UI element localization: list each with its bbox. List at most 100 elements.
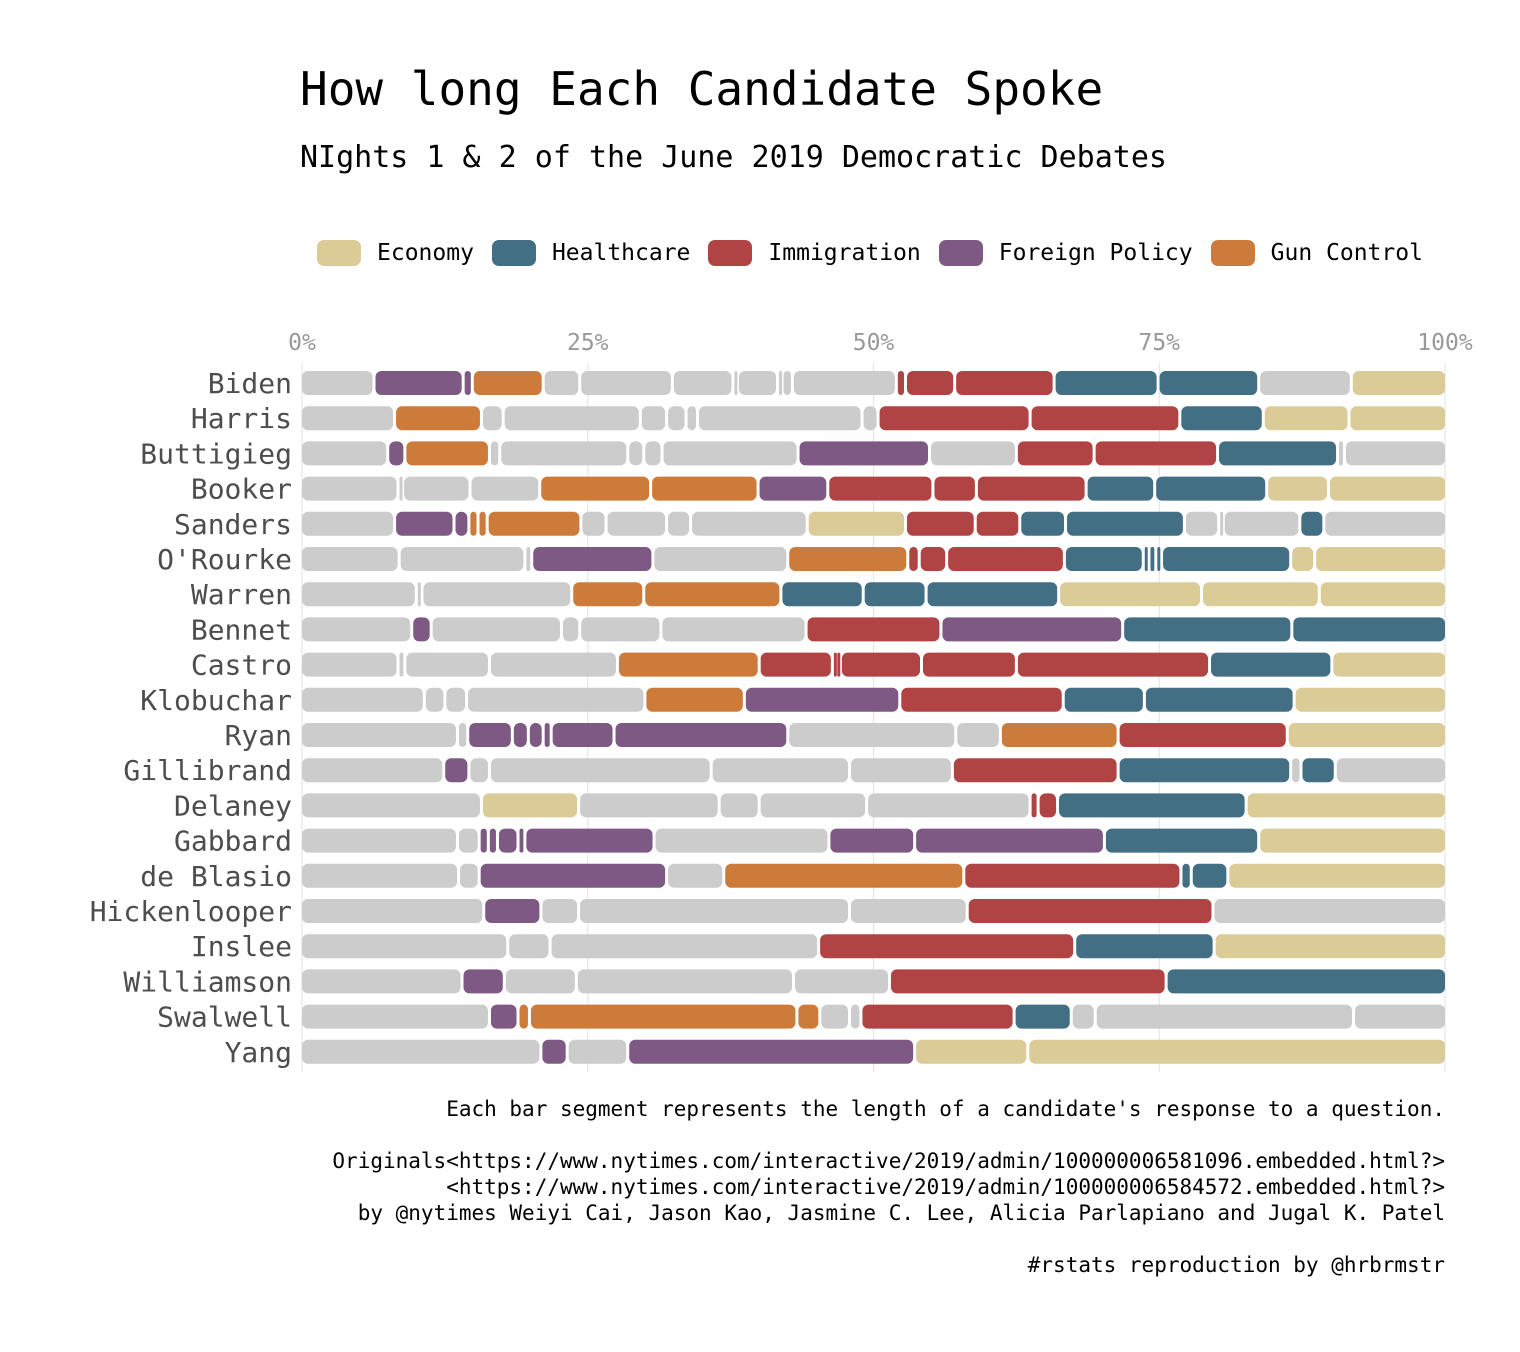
- bar-segment-other: [400, 547, 524, 571]
- bar-segment-healthcare: [1105, 828, 1258, 853]
- y-axis-label: O'Rourke: [157, 543, 292, 576]
- y-axis-label: Bennet: [191, 613, 292, 646]
- bar-segment-other: [482, 406, 502, 431]
- bar-row-yang: [302, 1039, 1445, 1064]
- bar-segment-healthcare: [1302, 758, 1334, 783]
- bar-segment-immigration: [1017, 441, 1093, 466]
- bar-segment-other: [734, 371, 738, 395]
- bar-segment-other: [490, 652, 616, 677]
- bar-segment-other: [490, 758, 710, 783]
- bar-segment-economy: [916, 1039, 1027, 1064]
- legend-item-immigration: Immigration: [708, 240, 921, 266]
- bar-segment-other: [662, 617, 805, 642]
- bar-segment-foreign-policy: [942, 617, 1122, 642]
- bar-segment-gun-control: [645, 582, 780, 607]
- bar-row-castro: [302, 652, 1445, 677]
- legend: Economy Healthcare Immigration Foreign P…: [317, 240, 1441, 266]
- bar-row-de-blasio: [302, 863, 1445, 888]
- bar-segment-other: [501, 441, 627, 466]
- bar-row-hickenlooper: [302, 899, 1445, 923]
- x-tick-label: 25%: [567, 330, 609, 356]
- bar-segment-other: [868, 793, 1029, 818]
- legend-label-healthcare: Healthcare: [551, 240, 691, 266]
- y-axis-label: de Blasio: [140, 860, 292, 893]
- bar-segment-gun-control: [789, 547, 907, 571]
- bar-segment-foreign-policy: [745, 687, 899, 712]
- bar-segment-foreign-policy: [396, 511, 453, 536]
- bar-row-booker: [302, 476, 1445, 501]
- bar-segment-other: [471, 476, 539, 501]
- bar-segment-economy: [1352, 371, 1445, 395]
- bar-segment-healthcare: [1021, 511, 1065, 536]
- bar-segment-other: [629, 441, 643, 466]
- bar-segment-other: [302, 476, 397, 501]
- legend-swatch-economy: [317, 240, 361, 266]
- bar-segment-gun-control: [573, 582, 643, 607]
- bar-segment-foreign-policy: [490, 1004, 517, 1029]
- grid-layer: [301, 363, 1446, 1072]
- bar-segment-other: [526, 547, 531, 571]
- bar-segment-healthcare: [1015, 1004, 1070, 1029]
- bar-segment-other: [1339, 441, 1343, 466]
- bar-segment-economy: [1350, 406, 1445, 431]
- bar-segment-other: [668, 406, 685, 431]
- bar-segment-other: [581, 371, 671, 395]
- bar-segment-other: [738, 371, 776, 395]
- bar-segment-healthcare: [1059, 793, 1245, 818]
- y-axis-label: Buttigieg: [140, 437, 292, 470]
- bar-row-gabbard: [302, 828, 1445, 853]
- caption-line: [332, 1122, 1445, 1148]
- bar-row-buttigieg: [302, 441, 1445, 466]
- bars-layer: [302, 371, 1445, 1064]
- bar-segment-gun-control: [618, 652, 758, 677]
- bar-segment-foreign-policy: [463, 969, 503, 994]
- bar-segment-other: [509, 934, 549, 959]
- bar-segment-foreign-policy: [529, 723, 542, 747]
- x-tick-label: 0%: [288, 330, 316, 356]
- bar-segment-other: [778, 371, 782, 395]
- bar-segment-economy: [808, 511, 905, 536]
- bar-segment-other: [417, 582, 421, 607]
- bar-segment-immigration: [907, 371, 954, 395]
- bar-segment-immigration: [1095, 441, 1217, 466]
- bar-row-warren: [302, 582, 1445, 607]
- bar-segment-immigration: [934, 476, 975, 501]
- bar-segment-other: [712, 758, 848, 783]
- bar-segment-foreign-policy: [759, 476, 827, 501]
- bar-segment-other: [577, 969, 792, 994]
- bar-segment-other: [645, 441, 661, 466]
- legend-label-gun-control: Gun Control: [1270, 240, 1423, 266]
- bar-segment-other: [1355, 1004, 1445, 1029]
- y-axis-label: Klobuchar: [140, 684, 292, 717]
- bar-row-ryan: [302, 723, 1445, 747]
- bar-segment-other: [1224, 511, 1299, 536]
- bar-segment-other: [468, 687, 644, 712]
- bar-segment-other: [673, 371, 732, 395]
- bar-segment-healthcare: [1301, 511, 1323, 536]
- bar-segment-other: [580, 793, 718, 818]
- bar-segment-foreign-policy: [413, 617, 430, 642]
- bar-segment-foreign-policy: [552, 723, 613, 747]
- legend-label-immigration: Immigration: [768, 240, 921, 266]
- bar-segment-healthcare: [1055, 371, 1157, 395]
- bar-segment-economy: [1292, 547, 1314, 571]
- bar-segment-healthcare: [1159, 371, 1258, 395]
- bar-segment-other: [789, 723, 955, 747]
- bar-segment-other: [302, 758, 443, 783]
- bar-segment-other: [458, 723, 467, 747]
- bar-segment-other: [302, 969, 461, 994]
- bar-segment-healthcare: [1064, 687, 1143, 712]
- caption-line: Each bar segment represents the length o…: [446, 1097, 1445, 1121]
- bar-segment-other: [654, 547, 787, 571]
- bar-row-klobuchar: [302, 687, 1445, 712]
- y-axis-label: Williamson: [123, 965, 292, 998]
- bar-segment-gun-control: [646, 687, 743, 712]
- bar-segment-healthcare: [1293, 617, 1445, 642]
- caption-line: #rstats reproduction by @hrbrmstr: [1027, 1253, 1445, 1277]
- y-axis-label: Gillibrand: [123, 754, 292, 787]
- bar-segment-foreign-policy: [615, 723, 787, 747]
- bar-segment-healthcare: [1157, 547, 1161, 571]
- bar-segment-immigration: [833, 652, 837, 677]
- bar-segment-other: [850, 1004, 860, 1029]
- bar-segment-other: [302, 1039, 540, 1064]
